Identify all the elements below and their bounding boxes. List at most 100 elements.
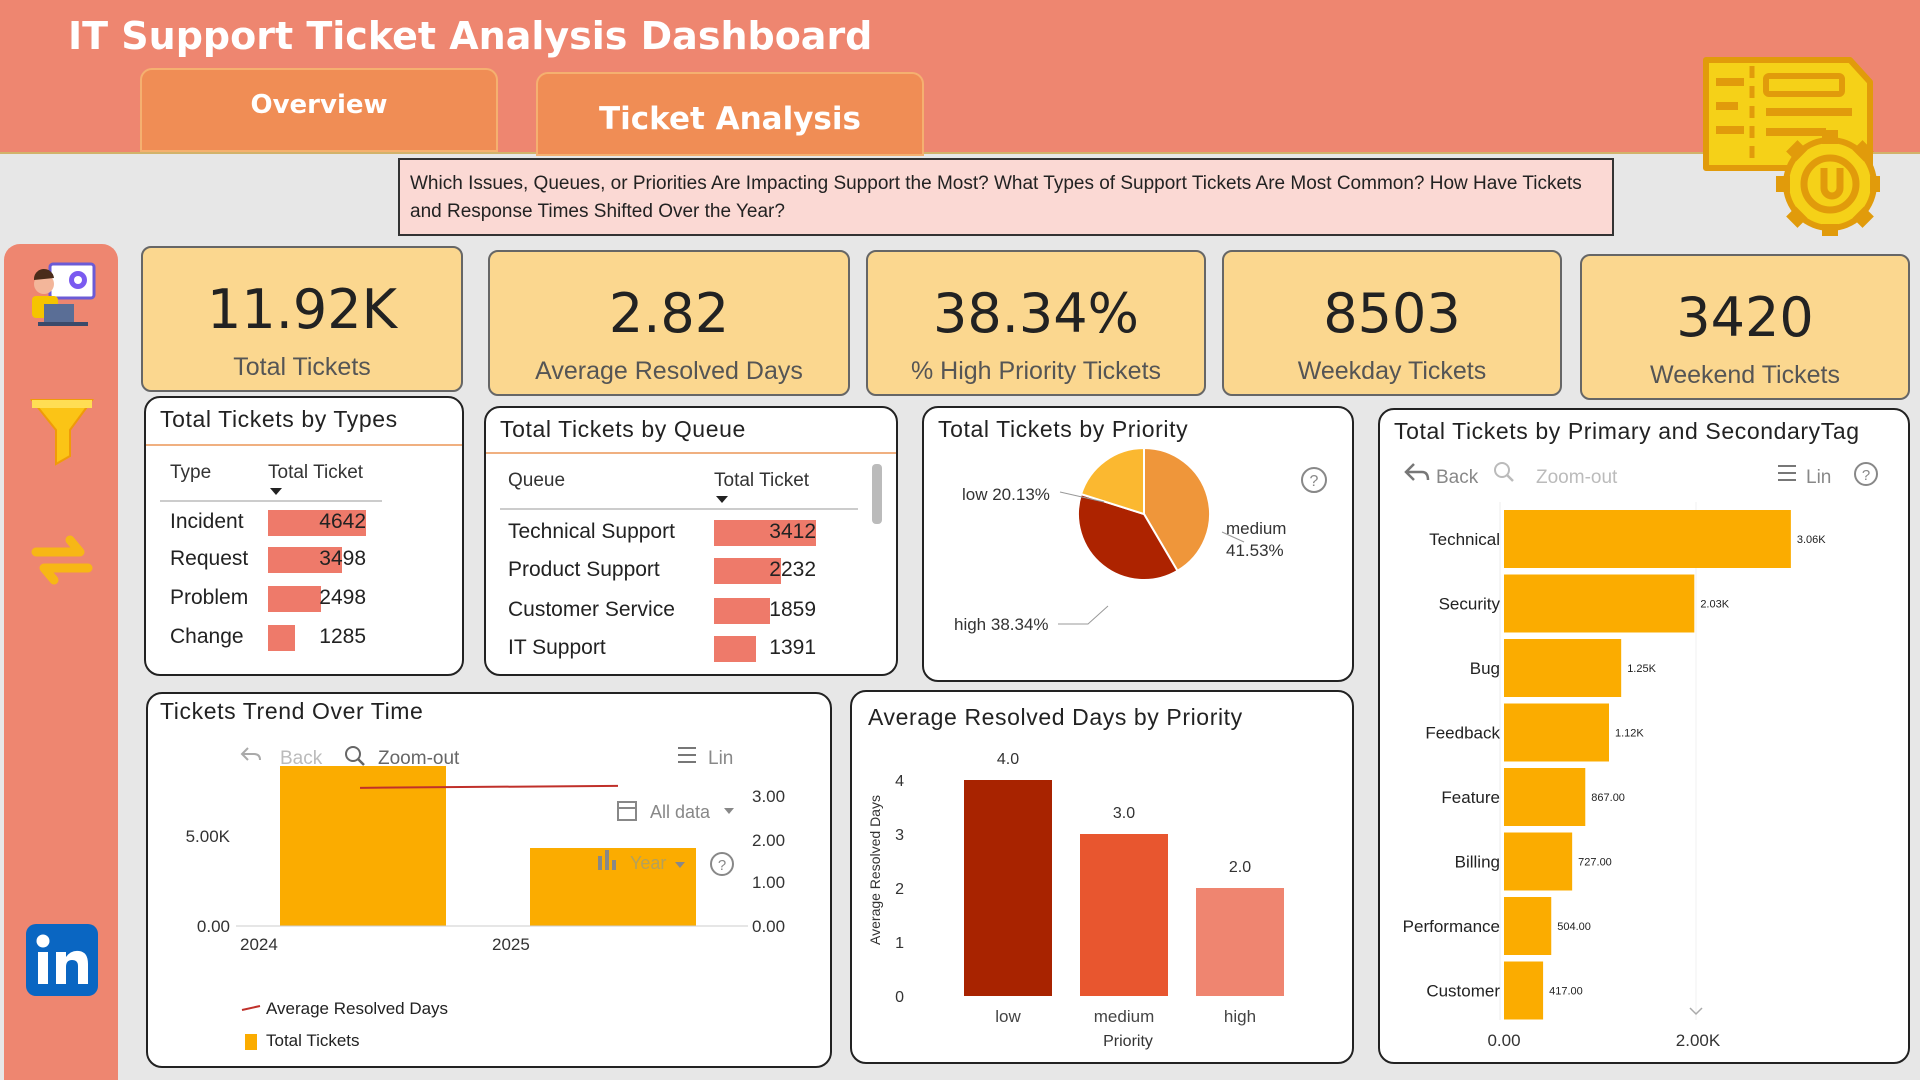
legend-avg-resolved: Average Resolved Days (266, 999, 448, 1018)
card-title: Total Tickets by Priority (938, 416, 1189, 442)
zoom-out-label: Zoom-out (1536, 467, 1618, 488)
bar-security[interactable] (1504, 574, 1695, 633)
swap-icon[interactable] (26, 524, 98, 596)
sort-desc-icon[interactable] (716, 496, 728, 503)
back-label: Back (1436, 467, 1479, 488)
x-tick-2025: 2025 (492, 935, 530, 954)
category-label: Customer (1426, 982, 1500, 1001)
queue-table-card: Total Tickets by Queue Queue Total Ticke… (484, 406, 898, 676)
help-icon[interactable]: ? (710, 852, 734, 876)
year-dropdown[interactable]: Year (598, 850, 685, 873)
category-label: Security (1439, 595, 1501, 614)
help-icon[interactable]: ? (1301, 467, 1327, 493)
table-row[interactable]: Request 3498 (146, 543, 462, 581)
title-underline (486, 452, 896, 454)
support-agent-icon[interactable] (26, 258, 98, 330)
bar-medium[interactable] (1080, 834, 1168, 996)
table-row[interactable]: Change 1285 (146, 621, 462, 659)
bar-technical[interactable] (1504, 510, 1791, 568)
row-bar (714, 520, 816, 546)
bar-feature[interactable] (1504, 768, 1586, 826)
y-tick: 1 (895, 935, 904, 952)
row-name: Product Support (508, 558, 660, 581)
all-data-dropdown[interactable]: All data (617, 801, 734, 822)
leader-line-low (1059, 491, 1105, 503)
table-row[interactable]: Product Support 2232 (486, 552, 896, 590)
priority-pie-card: Total Tickets by Priority low 20.13% med… (922, 406, 1354, 682)
lin-label: Lin (708, 748, 733, 769)
kpi-label: % High Priority Tickets (910, 357, 1162, 385)
data-label: 1.25K (1627, 663, 1656, 675)
x-tick: high (1224, 1007, 1256, 1026)
table-row[interactable]: IT Support 1391 (486, 630, 896, 668)
ticket-gear-logo (1703, 57, 1880, 236)
row-name: IT Support (508, 636, 606, 659)
year-label: Year (630, 853, 666, 873)
x-tick-2024: 2024 (240, 935, 278, 954)
bar-2025[interactable] (530, 848, 696, 926)
trend-combo-card: Tickets Trend Over Time Back Zoom-out Li… (146, 692, 832, 1068)
lin-toggle[interactable]: Lin (678, 747, 733, 769)
column-header-queue[interactable]: Queue (508, 470, 566, 491)
bar-customer[interactable] (1504, 961, 1544, 1020)
category-label: Bug (1470, 659, 1500, 678)
all-data-label: All data (650, 802, 711, 822)
y-ticks: 0 1 2 3 4 (895, 773, 904, 1006)
table-row[interactable]: Technical Support 3412 (486, 512, 896, 550)
kpi-weekend-tickets: 3420 Weekend Tickets (1580, 254, 1910, 400)
bar-billing[interactable] (1504, 832, 1573, 891)
table-row[interactable]: Customer Service 1859 (486, 592, 896, 630)
row-name: Request (170, 547, 249, 570)
chevron-down-icon[interactable] (1689, 1007, 1703, 1016)
bar-bug[interactable] (1504, 639, 1622, 697)
help-icon[interactable]: ? (1854, 462, 1878, 486)
bar-performance[interactable] (1504, 897, 1552, 955)
category-label: Feature (1441, 788, 1500, 807)
column-header-type[interactable]: Type (170, 462, 212, 483)
tab-overview[interactable]: Overview (140, 68, 498, 152)
filter-icon[interactable] (26, 394, 98, 466)
card-title: Average Resolved Days by Priority (868, 704, 1243, 730)
table-row[interactable]: Incident 4642 (146, 504, 462, 542)
pie-label-medium: medium (1226, 519, 1286, 538)
sort-desc-icon[interactable] (270, 488, 282, 495)
kpi-label: Total Tickets (233, 353, 371, 381)
bar-low[interactable] (964, 780, 1052, 996)
kpi-average-resolved-days: 2.82 Average Resolved Days (488, 250, 850, 396)
back-button[interactable]: Back (240, 747, 323, 769)
column-header-total-ticket[interactable]: Total Ticket (714, 470, 810, 491)
lin-toggle[interactable]: Lin (1778, 465, 1831, 488)
zoom-out-button[interactable]: Zoom-out (345, 746, 460, 769)
tab-ticket-analysis[interactable]: Ticket Analysis (536, 72, 924, 156)
column-header-total-ticket[interactable]: Total Ticket (268, 462, 364, 483)
y-tick: 4 (895, 773, 904, 790)
leader-line-medium (1221, 531, 1245, 543)
title-underline (146, 444, 462, 446)
row-value: 1285 (319, 625, 366, 648)
help-icon-text: ? (1310, 473, 1319, 490)
y-tick: 0 (895, 989, 904, 1006)
trend-combo-chart: Back Zoom-out Lin All data Year (186, 746, 785, 1050)
bar-high[interactable] (1196, 888, 1284, 996)
kpi-value: 8503 (1323, 282, 1461, 345)
legend-total-tickets: Total Tickets (266, 1031, 360, 1050)
pie-slice-high[interactable] (1077, 492, 1179, 581)
pie-slice-low[interactable] (1079, 446, 1145, 516)
table-row[interactable]: Problem 2498 (146, 582, 462, 620)
row-bar (268, 586, 321, 612)
y-tick-5k: 5.00K (186, 827, 231, 846)
kpi-value: 2.82 (608, 282, 730, 345)
tags-bars: Technical 3.06K Security 2.03K Bug 1.25K Feedb… (1403, 510, 1826, 1020)
back-button[interactable]: Back (1404, 463, 1479, 488)
kpi-label: Weekday Tickets (1297, 357, 1487, 385)
zoom-out-button[interactable]: Zoom-out (1494, 462, 1618, 488)
bar-feedback[interactable] (1504, 703, 1609, 762)
category-label: Billing (1455, 853, 1500, 872)
row-value: 1391 (769, 636, 816, 659)
linkedin-icon[interactable] (26, 924, 98, 996)
y2-tick-0: 0.00 (752, 917, 785, 936)
data-label: 3.06K (1797, 534, 1826, 546)
scrollbar-thumb[interactable] (872, 464, 882, 524)
bar-2024[interactable] (280, 766, 446, 926)
legend-bar-swatch (245, 1034, 257, 1050)
